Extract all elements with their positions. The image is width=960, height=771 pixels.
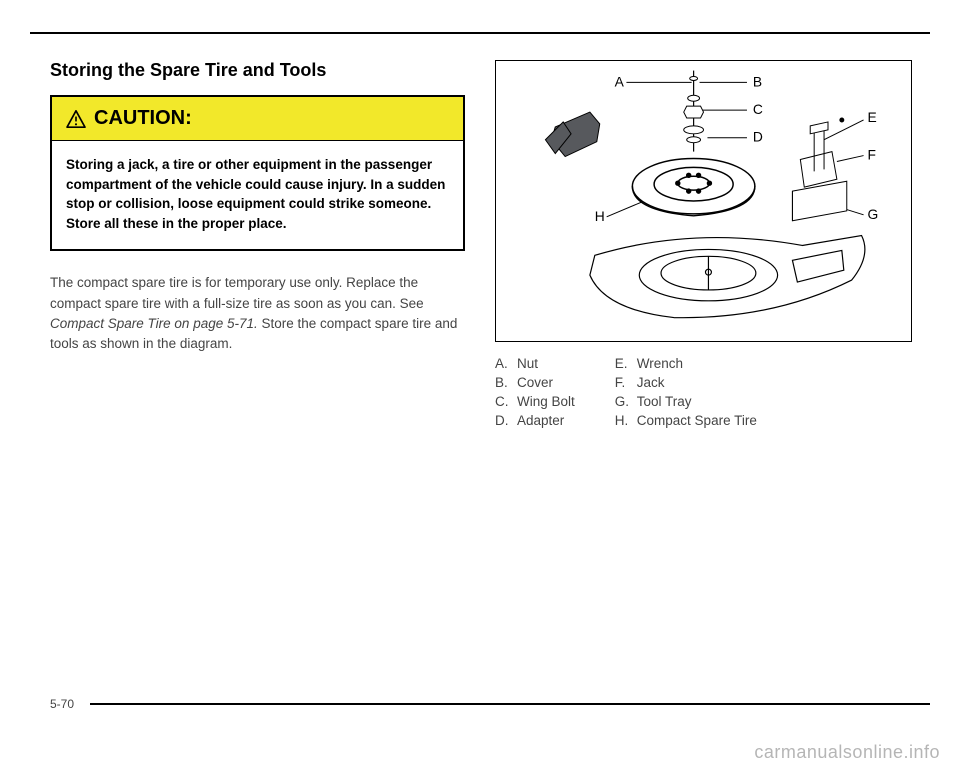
caution-body-text: Storing a jack, a tire or other equipmen… [52, 141, 463, 249]
direction-arrow-icon [545, 112, 599, 156]
legend-col-left: A.Nut B.Cover C.Wing Bolt D.Adapter [495, 356, 575, 428]
diagram-legend: A.Nut B.Cover C.Wing Bolt D.Adapter E.Wr… [495, 356, 910, 428]
content-area: Storing the Spare Tire and Tools CAUTION… [50, 60, 910, 428]
caution-box: CAUTION: Storing a jack, a tire or other… [50, 95, 465, 251]
legend-item: B.Cover [495, 375, 575, 390]
warning-triangle-icon [66, 110, 86, 128]
label-b: B [753, 73, 762, 89]
legend-col-right: E.Wrench F.Jack G.Tool Tray H.Compact Sp… [615, 356, 757, 428]
spare-tire-diagram: A B C D E F G H [496, 61, 911, 341]
tool-tray-icon [792, 118, 846, 221]
body-text: The compact spare tire is for temporary … [50, 273, 465, 354]
label-a: A [615, 73, 625, 89]
legend-item: E.Wrench [615, 356, 757, 371]
label-g: G [868, 206, 879, 222]
page-bottom-rule [90, 703, 930, 705]
section-title: Storing the Spare Tire and Tools [50, 60, 465, 81]
body-text-part1: The compact spare tire is for temporary … [50, 275, 424, 310]
label-c: C [753, 101, 763, 117]
label-f: F [868, 147, 876, 163]
legend-item: H.Compact Spare Tire [615, 413, 757, 428]
diagram-box: A B C D E F G H [495, 60, 912, 342]
spare-tire-icon [632, 159, 755, 216]
legend-item: D.Adapter [495, 413, 575, 428]
watermark-text: carmanualsonline.info [754, 742, 940, 763]
legend-item: G.Tool Tray [615, 394, 757, 409]
left-column: Storing the Spare Tire and Tools CAUTION… [50, 60, 465, 428]
label-e: E [868, 109, 877, 125]
legend-item: C.Wing Bolt [495, 394, 575, 409]
caution-header: CAUTION: [52, 97, 463, 141]
legend-item: A.Nut [495, 356, 575, 371]
page-number: 5-70 [50, 697, 74, 711]
label-d: D [753, 129, 763, 145]
label-h: H [595, 208, 605, 224]
body-text-italic: Compact Spare Tire on page 5-71. [50, 316, 258, 331]
right-column: A B C D E F G H [495, 60, 910, 428]
caution-label: CAUTION: [94, 107, 192, 130]
legend-item: F.Jack [615, 375, 757, 390]
storage-well-icon [590, 236, 865, 318]
